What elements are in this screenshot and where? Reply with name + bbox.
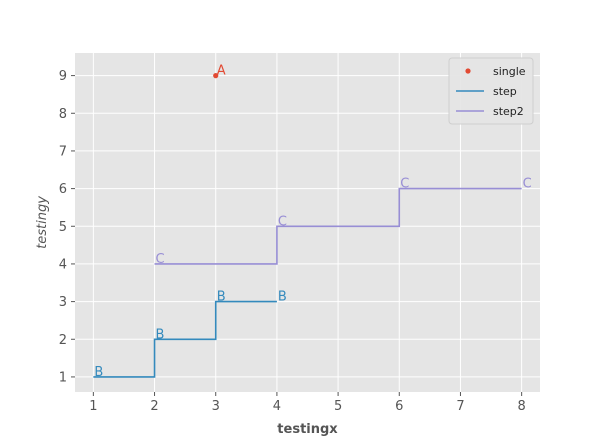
series-single-point (213, 73, 219, 79)
data-label: C (400, 177, 409, 192)
data-label: B (278, 290, 287, 305)
x-tick-label: 2 (150, 399, 158, 414)
data-label: C (278, 214, 287, 229)
y-tick-label: 5 (59, 220, 67, 235)
x-tick-label: 8 (518, 399, 526, 414)
legend-label-step: step (493, 85, 517, 98)
legend-label-single: single (493, 65, 526, 78)
axis-ticks: 1 2 3 4 5 6 7 8 1 2 3 4 5 6 7 8 9 (59, 69, 526, 414)
series-step2-line (154, 187, 522, 265)
x-tick-label: 5 (334, 399, 342, 414)
data-label: B (94, 365, 103, 380)
y-tick-label: 2 (59, 333, 67, 348)
legend-label-step2: step2 (493, 105, 524, 118)
data-label: B (217, 290, 226, 305)
data-label: A (217, 64, 226, 79)
legend: single step step2 (448, 57, 534, 125)
y-tick-label: 1 (59, 370, 67, 385)
y-tick-label: 4 (59, 257, 67, 272)
data-label: C (156, 252, 165, 267)
data-label: C (523, 177, 532, 192)
x-tick-label: 6 (395, 399, 403, 414)
y-tick-label: 8 (59, 107, 67, 122)
y-axis-title: testingy (35, 196, 50, 249)
legend-swatch-single (465, 68, 471, 74)
y-tick-label: 7 (59, 144, 67, 159)
x-tick-label: 4 (273, 399, 281, 414)
data-label: B (156, 327, 165, 342)
legend-box (448, 57, 534, 125)
y-tick-label: 3 (59, 295, 67, 310)
x-tick-label: 3 (212, 399, 220, 414)
series-layer: A B B B B C C C C (93, 64, 532, 380)
x-tick-label: 7 (456, 399, 464, 414)
y-tick-label: 9 (59, 69, 67, 84)
x-tick-label: 1 (89, 399, 97, 414)
y-tick-label: 6 (59, 182, 67, 197)
x-axis-title: testingx (277, 422, 338, 437)
series-step-line (93, 300, 277, 378)
